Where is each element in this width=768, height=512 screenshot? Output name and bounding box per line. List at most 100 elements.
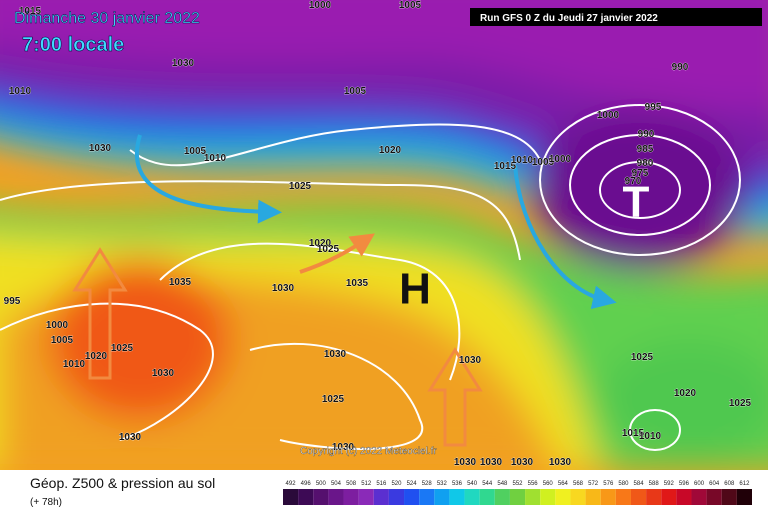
arrow	[135, 134, 282, 224]
legend-swatch	[570, 489, 586, 505]
isobar-label: 1020	[309, 238, 332, 249]
isobar-label: 990	[672, 62, 689, 73]
legend-swatch	[343, 489, 359, 505]
isobar-label: 1025	[289, 181, 312, 192]
isobar-label: 1025	[729, 398, 752, 409]
legend-swatch	[388, 489, 405, 505]
legend-swatch	[525, 489, 541, 505]
color-legend: 492 496 500 504 508 512 516 520 524 528 532 536 540 5…	[283, 481, 752, 505]
legend-tick: 588	[649, 481, 660, 487]
legend-tick: 552	[512, 481, 523, 487]
legend-tick: 592	[664, 481, 675, 487]
legend-swatch	[419, 489, 435, 505]
legend-tick: 560	[543, 481, 554, 487]
legend-tick: 532	[437, 481, 448, 487]
legend-swatch	[585, 489, 601, 505]
legend-tick: 520	[391, 481, 402, 487]
legend-tick: 516	[376, 481, 387, 487]
legend-swatch	[298, 489, 314, 505]
isobar	[0, 302, 214, 441]
copyright: Copyright (c) 2022 Meteociel.fr	[300, 446, 437, 457]
run-box	[470, 8, 762, 26]
legend-tick: 584	[634, 481, 645, 487]
legend-swatch	[464, 489, 480, 505]
isobar-label: 1035	[346, 278, 369, 289]
isobar-label: 1020	[85, 351, 108, 362]
isobar-label: 1000	[309, 0, 332, 11]
legend-swatch	[313, 489, 329, 505]
isobar-label: 1030	[480, 457, 503, 468]
isobar-label: 1005	[532, 157, 555, 168]
legend-swatch	[540, 489, 556, 505]
isobar	[159, 242, 461, 381]
legend-tick: 596	[679, 481, 690, 487]
legend-tick: 604	[709, 481, 720, 487]
footer-title: Géop. Z500 & pression au sol	[30, 475, 215, 491]
legend-swatch	[615, 489, 631, 505]
legend-swatch	[661, 489, 677, 505]
isobar-label: 975	[632, 168, 649, 179]
legend-swatch	[676, 489, 692, 505]
isobar-label: 1010	[639, 431, 662, 442]
isobar-label: 1030	[511, 457, 534, 468]
isobars	[0, 104, 741, 451]
legend-swatch	[434, 489, 450, 505]
isobar-label: 1025	[322, 394, 345, 405]
legend-swatch	[328, 489, 344, 505]
isobar-label: 1010	[204, 153, 227, 164]
isobar-label: 1020	[674, 388, 697, 399]
isobar-label: 1030	[332, 442, 355, 453]
legend-swatch	[358, 489, 374, 505]
legend-swatch	[721, 489, 737, 505]
legend-tick: 536	[452, 481, 463, 487]
isobar-label: 1005	[51, 335, 74, 346]
legend-tick: 512	[361, 481, 372, 487]
legend-swatch	[449, 489, 465, 505]
isobar-label: 985	[637, 144, 654, 155]
run: Run GFS 0 Z du Jeudi 27 janvier 2022	[480, 13, 658, 24]
legend-swatch	[494, 489, 510, 505]
isobar-label: 1000	[549, 154, 572, 165]
isobar-label: 1015	[19, 6, 42, 17]
isobar-label: 1015	[622, 428, 645, 439]
isobar	[129, 123, 541, 167]
isobar-label: 1005	[344, 86, 367, 97]
isobar-label: 1025	[631, 352, 654, 363]
legend-tick: 540	[467, 481, 478, 487]
isobar	[569, 134, 711, 236]
isobar-label: 1030	[459, 355, 482, 366]
isobar-label: 1030	[324, 349, 347, 360]
isobar-label: 1030	[272, 283, 295, 294]
legend-tick: 576	[603, 481, 614, 487]
legend-swatch	[509, 489, 526, 505]
legend-tick: 600	[694, 481, 705, 487]
legend-swatch	[736, 489, 752, 505]
arrow	[427, 347, 483, 447]
isobar-label: 1015	[494, 161, 517, 172]
legend-swatch	[691, 489, 707, 505]
time: 7:00 locale	[22, 34, 124, 56]
isobar-label: 995	[4, 296, 21, 307]
isobar-label: 1010	[511, 155, 534, 166]
legend-tick: 544	[482, 481, 493, 487]
isobar-label: 1000	[597, 110, 620, 121]
isobar-label: 1030	[454, 457, 477, 468]
legend-tick: 580	[618, 481, 629, 487]
isobar-label: 1020	[379, 145, 402, 156]
legend-tick: 508	[346, 481, 357, 487]
legend-swatch	[479, 489, 495, 505]
isobar-label: 1030	[152, 368, 175, 379]
legend-swatch	[706, 489, 722, 505]
isobar-label: 1005	[399, 0, 422, 11]
isobar-label: 970	[625, 176, 642, 187]
legend-tick: 572	[588, 481, 599, 487]
legend-swatch	[646, 489, 662, 505]
high-pressure: H	[399, 265, 431, 314]
legend-tick: 556	[528, 481, 539, 487]
isobar-label: 1010	[9, 86, 32, 97]
legend-swatch	[373, 489, 389, 505]
legend-swatch	[555, 489, 571, 505]
